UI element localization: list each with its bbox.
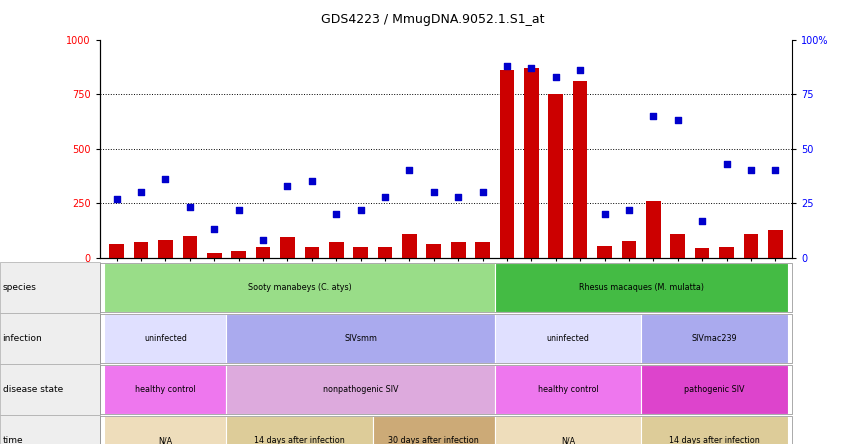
Point — [695, 217, 709, 224]
Text: healthy control: healthy control — [135, 385, 196, 394]
Point — [475, 189, 489, 196]
Bar — [133, 242, 148, 258]
Point — [281, 182, 294, 189]
Bar — [719, 247, 734, 258]
Text: SIVmac239: SIVmac239 — [692, 334, 737, 343]
Bar — [695, 248, 709, 258]
Text: disease state: disease state — [3, 385, 63, 394]
Point — [525, 65, 539, 72]
Text: pathogenic SIV: pathogenic SIV — [684, 385, 745, 394]
Point — [744, 167, 758, 174]
Text: SIVsmm: SIVsmm — [344, 334, 377, 343]
Point — [329, 210, 343, 218]
Point — [622, 206, 636, 213]
Bar — [158, 240, 173, 258]
Point — [183, 204, 197, 211]
Text: 14 days after infection: 14 days after infection — [255, 436, 345, 444]
Bar — [768, 230, 783, 258]
Bar — [207, 253, 222, 258]
Text: healthy control: healthy control — [538, 385, 598, 394]
Bar — [280, 237, 294, 258]
Point — [378, 193, 392, 200]
Bar — [402, 234, 417, 258]
Text: 14 days after infection: 14 days after infection — [669, 436, 759, 444]
Bar — [548, 95, 563, 258]
Point — [549, 73, 563, 80]
Bar — [426, 245, 441, 258]
Bar — [231, 251, 246, 258]
Text: species: species — [3, 283, 36, 292]
Bar — [475, 242, 490, 258]
Bar — [500, 71, 514, 258]
Point — [134, 189, 148, 196]
Text: N/A: N/A — [561, 436, 575, 444]
Point — [110, 195, 124, 202]
Text: time: time — [3, 436, 23, 444]
Bar — [378, 247, 392, 258]
Bar — [598, 246, 612, 258]
Point — [768, 167, 782, 174]
Point — [256, 237, 270, 244]
Text: uninfected: uninfected — [546, 334, 590, 343]
Point — [598, 210, 611, 218]
Bar — [646, 201, 661, 258]
Bar — [670, 234, 685, 258]
Point — [305, 178, 319, 185]
Point — [646, 113, 660, 120]
Point — [720, 160, 734, 167]
Bar — [329, 242, 344, 258]
Point — [500, 63, 514, 70]
Text: infection: infection — [3, 334, 42, 343]
Point — [671, 117, 685, 124]
Text: N/A: N/A — [158, 436, 172, 444]
Bar — [451, 242, 466, 258]
Text: nonpathogenic SIV: nonpathogenic SIV — [323, 385, 398, 394]
Text: Sooty manabeys (C. atys): Sooty manabeys (C. atys) — [248, 283, 352, 292]
Bar — [744, 234, 759, 258]
Bar — [255, 247, 270, 258]
Bar — [622, 241, 637, 258]
Point — [451, 193, 465, 200]
Bar — [183, 236, 197, 258]
Bar — [524, 68, 539, 258]
Bar — [305, 247, 320, 258]
Text: 30 days after infection: 30 days after infection — [389, 436, 479, 444]
Point — [427, 189, 441, 196]
Point — [232, 206, 246, 213]
Point — [573, 67, 587, 74]
Text: uninfected: uninfected — [144, 334, 187, 343]
Bar — [572, 81, 587, 258]
Text: Rhesus macaques (M. mulatta): Rhesus macaques (M. mulatta) — [578, 283, 704, 292]
Point — [353, 206, 367, 213]
Text: GDS4223 / MmugDNA.9052.1.S1_at: GDS4223 / MmugDNA.9052.1.S1_at — [321, 13, 545, 26]
Point — [207, 226, 221, 233]
Bar — [109, 245, 124, 258]
Point — [158, 176, 172, 183]
Bar — [353, 247, 368, 258]
Point — [403, 167, 417, 174]
